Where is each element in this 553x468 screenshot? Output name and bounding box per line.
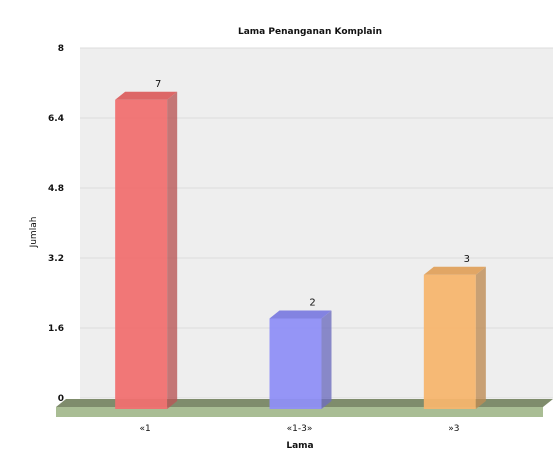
x-axis-ticks: «1 «1-3» »3 <box>140 424 460 434</box>
bar: 3 <box>423 254 486 409</box>
y-tick-label: 6.4 <box>48 114 64 124</box>
bar-top <box>269 310 332 319</box>
bar-value-label: 3 <box>464 254 470 265</box>
x-axis-title: Lama <box>286 441 313 451</box>
bar-top-shade <box>423 266 486 275</box>
bar: 7 <box>115 79 178 409</box>
bar-front <box>115 99 168 409</box>
bar-value-label: 2 <box>309 298 315 309</box>
bar-top <box>423 266 486 275</box>
y-axis-title: Jumlah <box>29 217 39 249</box>
bar-side-shade <box>475 266 486 409</box>
bar-top-shade <box>269 310 332 319</box>
bar-value-label: 7 <box>155 79 161 90</box>
bar-top-shade <box>115 91 178 100</box>
x-tick-label: «1-3» <box>287 424 313 434</box>
y-tick-label: 0 <box>58 394 64 404</box>
bar-top <box>115 91 178 100</box>
y-tick-label: 4.8 <box>48 184 64 194</box>
y-tick-label: 8 <box>58 44 64 54</box>
bars: 7 2 3 <box>115 79 486 409</box>
bar: 2 <box>269 298 332 409</box>
floor-front <box>56 407 543 417</box>
chart-title: Lama Penanganan Komplain <box>238 27 382 37</box>
bar-side-shade <box>321 310 332 409</box>
bar-side-shade <box>167 91 178 409</box>
bar-front <box>269 318 322 409</box>
x-tick-label: «1 <box>140 424 151 434</box>
y-tick-label: 3.2 <box>48 254 64 264</box>
bar-side <box>167 91 178 409</box>
x-tick-label: »3 <box>448 424 459 434</box>
bar-side <box>475 266 486 409</box>
y-axis-ticks: 0 1.6 3.2 4.8 6.4 8 <box>48 44 64 404</box>
bar-side <box>321 310 332 409</box>
bar-front <box>423 274 476 409</box>
y-tick-label: 1.6 <box>48 324 64 334</box>
